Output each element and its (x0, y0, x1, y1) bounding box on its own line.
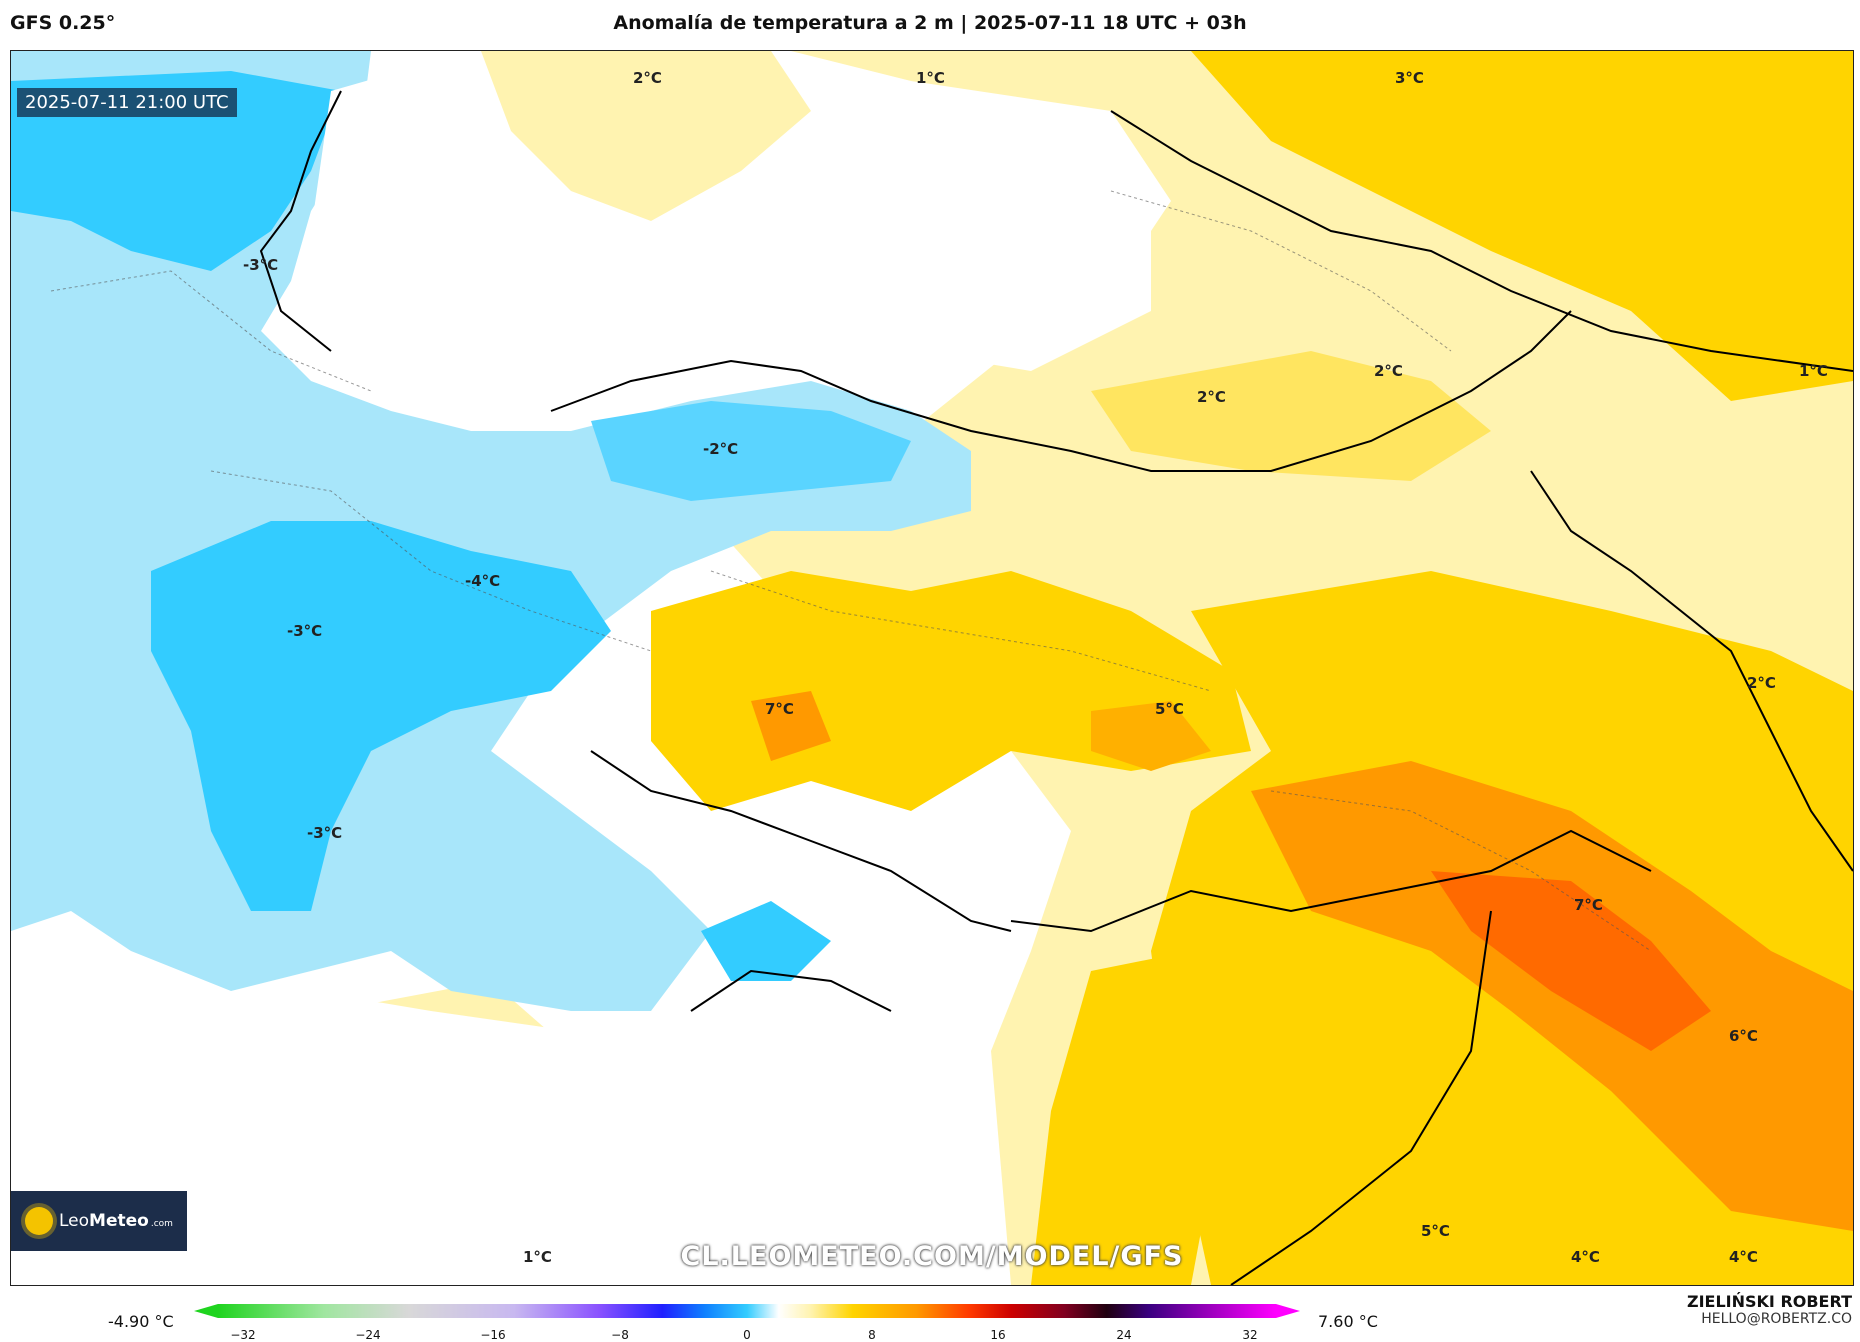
contour-label: 4°C (1571, 1248, 1600, 1266)
anomaly-map (11, 51, 1853, 1285)
logo-domain: .com (150, 1219, 173, 1229)
valid-time-badge: 2025-07-11 21:00 UTC (17, 88, 237, 117)
colorbar-tick: 0 (743, 1328, 751, 1342)
contour-label: -3°C (243, 256, 279, 274)
logo-text: LeoMeteo (59, 1211, 149, 1231)
contour-label: -3°C (287, 622, 323, 640)
contour-label: 5°C (1421, 1222, 1450, 1240)
contour-label: 3°C (1395, 69, 1424, 87)
contour-label: 1°C (916, 69, 945, 87)
contour-label: 4°C (1729, 1248, 1758, 1266)
contour-label: 5°C (1155, 700, 1184, 718)
author-email: HELLO@ROBERTZ.CO (1701, 1311, 1852, 1327)
model-name: GFS 0.25° (10, 12, 116, 34)
sun-icon (25, 1207, 53, 1235)
contour-label: -3°C (307, 824, 343, 842)
colorbar-tick: 24 (1116, 1328, 1132, 1342)
contour-label: 1°C (1799, 362, 1828, 380)
contour-label: -2°C (703, 440, 739, 458)
author-credit: ZIELIŃSKI ROBERT HELLO@ROBERTZ.CO (1687, 1292, 1852, 1327)
colorbar-tick: 32 (1242, 1328, 1258, 1342)
colorbar-min-label: -4.90 °C (108, 1312, 174, 1331)
colorbar: -4.90 °C −32 −24 −16 −8 0 8 16 24 32 7.6… (0, 1292, 1860, 1342)
colorbar-max-label: 7.60 °C (1318, 1312, 1378, 1331)
contour-label: 2°C (633, 69, 662, 87)
colorbar-tick: −24 (355, 1328, 381, 1342)
header: GFS 0.25° Anomalía de temperatura a 2 m … (0, 0, 1860, 50)
colorbar-tick: −16 (480, 1328, 506, 1342)
contour-label: 2°C (1197, 388, 1226, 406)
contour-label: 6°C (1729, 1027, 1758, 1045)
map-panel: 2025-07-11 21:00 UTC 2°C 1°C 3°C -3°C 2°… (10, 50, 1854, 1286)
colorbar-tick: −32 (230, 1328, 256, 1342)
contour-label: -4°C (465, 572, 501, 590)
watermark-url: CL.LEOMETEO.COM/MODEL/GFS (680, 1241, 1184, 1272)
map-title: Anomalía de temperatura a 2 m | 2025-07-… (613, 12, 1247, 34)
contour-label: 7°C (765, 700, 794, 718)
colorbar-tick: −8 (611, 1328, 629, 1342)
colorbar-ramp (194, 1304, 1300, 1318)
contour-label: 7°C (1574, 896, 1603, 914)
colorbar-tick: 16 (990, 1328, 1006, 1342)
contour-label: 2°C (1747, 674, 1776, 692)
contour-label: 1°C (523, 1248, 552, 1266)
contour-label: 2°C (1374, 362, 1403, 380)
author-name: ZIELIŃSKI ROBERT (1686, 1292, 1852, 1311)
leometeo-logo: LeoMeteo .com (11, 1191, 187, 1251)
colorbar-tick: 8 (868, 1328, 876, 1342)
